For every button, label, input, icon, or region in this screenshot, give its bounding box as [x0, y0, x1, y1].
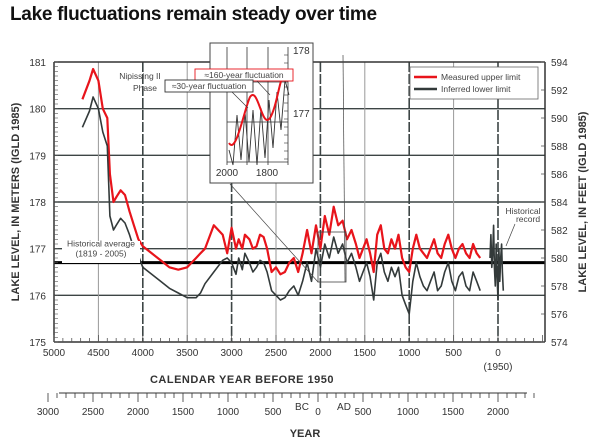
x2-tick-label: 1500: [442, 407, 465, 418]
ad-label: AD: [337, 402, 351, 413]
legend: Measured upper limit Inferred lower limit: [409, 66, 539, 100]
ref-label-bg: [62, 241, 140, 263]
inset-y-tick: 177: [293, 109, 310, 120]
y-tick-label: 178: [29, 198, 46, 209]
inset-y-tick: 178: [293, 46, 310, 57]
historical-average-years: (1819 - 2005): [75, 249, 126, 259]
inset-30yr-line: [228, 79, 290, 166]
inset-x-tick: 1800: [256, 168, 279, 179]
x2-tick-label: 500: [355, 407, 372, 418]
x2-tick-label: 0: [315, 407, 321, 418]
x-tick-label: 0: [495, 348, 501, 359]
y-tick-label: 175: [29, 338, 46, 349]
x-zero-note: (1950): [484, 362, 513, 373]
y2-tick-label: 582: [551, 226, 568, 237]
legend-label: Measured upper limit: [441, 72, 521, 82]
x-tick-label: 4500: [87, 348, 110, 359]
inset-x-tick: 2000: [216, 168, 239, 179]
y-tick-label: 177: [29, 245, 46, 256]
y2-tick-label: 594: [551, 58, 568, 69]
y-tick-label: 181: [29, 58, 46, 69]
legend-label: Inferred lower limit: [441, 84, 511, 94]
x2-tick-label: 1500: [172, 407, 195, 418]
x-tick-label: 3500: [176, 348, 199, 359]
x-tick-label: 5000: [43, 348, 66, 359]
historical-record-pointer: [505, 223, 516, 247]
callout-30yr-box: [164, 79, 254, 93]
y2-tick-label: 592: [551, 86, 568, 97]
x-tick-label: 2500: [265, 348, 288, 359]
y2-tick-label: 574: [551, 338, 568, 349]
chart-title: Lake fluctuations remain steady over tim…: [10, 4, 377, 25]
legend-box: [409, 66, 539, 100]
x-tick-label: 1000: [398, 348, 421, 359]
y2-tick-label: 588: [551, 142, 568, 153]
inset-pointer: [229, 183, 319, 283]
x-axis-title: CALENDAR YEAR BEFORE 1950: [150, 374, 334, 386]
x2-tick-label: 2000: [487, 407, 510, 418]
series-line-historical-record: [489, 224, 505, 301]
axes: 175 176 177 178 179 180 181 574 576 578 580 582 584 5…: [29, 58, 568, 373]
inset-pointer: [342, 54, 346, 283]
callout-160yr-label: ≈160-year fluctuation: [204, 70, 284, 80]
y2-tick-label: 590: [551, 114, 568, 125]
y-axis-title: LAKE LEVEL, IN METERS (IGLD 1985): [10, 102, 22, 301]
inset-chart: 2000 1800 178 177 ≈160-year fluctuation≈30-y…: [164, 42, 347, 283]
inset-source-box: [317, 231, 347, 283]
y2-tick-label: 586: [551, 170, 568, 181]
callout-30yr-label: ≈30-year fluctuation: [172, 81, 247, 91]
nipissing-phase-label: Phase: [133, 83, 157, 93]
x2-tick-label: 1000: [397, 407, 420, 418]
series-line-measured-upper-limit: [81, 67, 482, 276]
bc-label: BC: [295, 402, 309, 413]
callout-pointer: [231, 91, 249, 109]
y2-axis-title: LAKE LEVEL, IN FEET (IGLD 1985): [577, 111, 589, 292]
historical-record-label2: record: [516, 214, 540, 224]
y2-tick-label: 584: [551, 198, 568, 209]
y-tick-label: 179: [29, 151, 46, 162]
x-tick-label: 500: [445, 348, 462, 359]
x2-tick-label: 2500: [82, 407, 105, 418]
x2-tick-label: 500: [265, 407, 282, 418]
x2-axis-title: YEAR: [290, 428, 321, 440]
y-tick-label: 176: [29, 291, 46, 302]
labels: CALENDAR YEAR BEFORE 1950 YEAR LAKE LEVEL,…: [10, 71, 589, 440]
x2-tick-label: 3000: [37, 407, 60, 418]
x-tick-label: 4000: [132, 348, 155, 359]
callout-pointer: [256, 80, 271, 96]
x2-tick-label: 2000: [127, 407, 150, 418]
x-tick-label: 1500: [354, 348, 377, 359]
x-tick-label: 3000: [220, 348, 243, 359]
y-tick-label: 180: [29, 105, 46, 116]
historical-record-label: Historical: [506, 206, 541, 216]
nipissing-label: Nipissing II: [119, 71, 161, 81]
y2-tick-label: 576: [551, 310, 568, 321]
inset-160yr-line: [228, 71, 288, 147]
x2-tick-label: 1000: [217, 407, 240, 418]
historical-average-label: Historical average: [67, 239, 135, 249]
y2-tick-label: 580: [551, 254, 568, 265]
y2-tick-label: 578: [551, 282, 568, 293]
x-tick-label: 2000: [309, 348, 332, 359]
